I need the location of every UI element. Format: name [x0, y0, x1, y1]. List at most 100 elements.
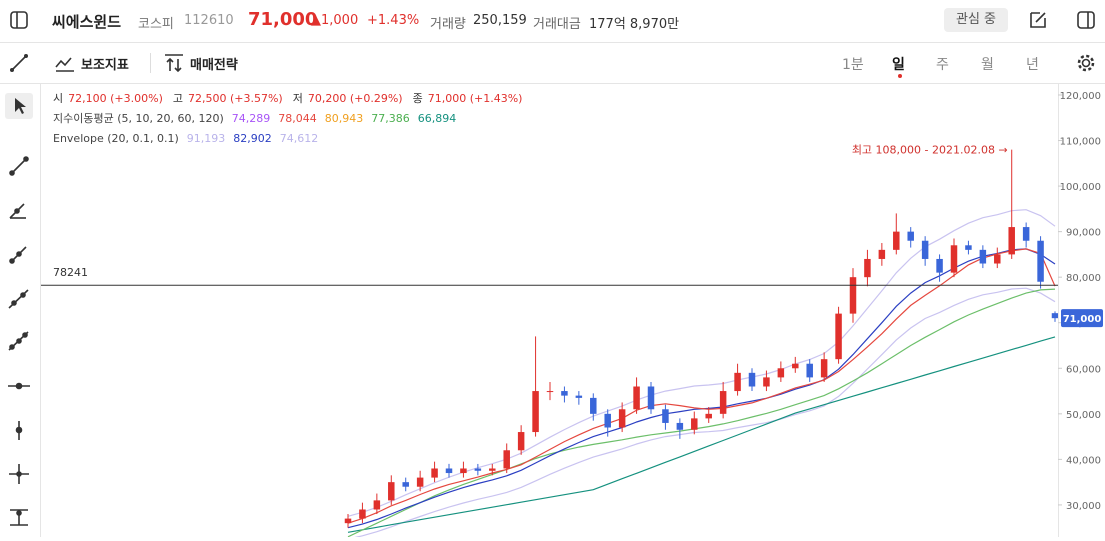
ohlc-label: 종 — [413, 92, 423, 105]
candle-body — [777, 368, 785, 378]
candle-body — [618, 409, 626, 428]
reference-label: 78241 — [53, 266, 88, 279]
tool-icons — [5, 93, 33, 526]
candle-body — [950, 245, 958, 273]
header: 씨에스윈드 코스피 112610 71,000 ▲1,000 +1.43% 거래… — [0, 0, 1105, 43]
candle-body — [561, 391, 568, 396]
candle-body — [994, 254, 1001, 264]
candle-body — [792, 363, 799, 369]
panel-toggle[interactable] — [1076, 10, 1096, 30]
indicator-line — [347, 288, 1056, 537]
legend-value: 78,044 — [278, 112, 317, 125]
indicator-icon[interactable] — [54, 53, 76, 73]
strategy-button[interactable]: 매매전략 — [190, 58, 238, 73]
ohlc-value: 72,500 (+3.57%) — [188, 92, 283, 105]
period-button[interactable]: 년 — [1026, 57, 1039, 73]
y-tick-label: 80,000 — [1066, 273, 1101, 284]
current-price-label: 71,000 — [1063, 314, 1102, 325]
fib-tool[interactable] — [10, 509, 28, 526]
price: 71,000 — [248, 9, 318, 30]
ray-tool[interactable] — [9, 246, 27, 264]
candle-body — [503, 450, 510, 469]
legend-value: 77,386 — [371, 112, 410, 125]
settings-icon[interactable] — [1075, 52, 1097, 74]
stock-name: 씨에스윈드 — [52, 13, 122, 31]
watch-button[interactable]: 관심 중 — [944, 8, 1008, 32]
y-tick-label: 100,000 — [1060, 182, 1101, 193]
amount-label: 거래대금 — [533, 17, 581, 32]
candle-body — [921, 240, 929, 259]
vertical-line-tool[interactable] — [15, 421, 23, 440]
change-pct: +1.43% — [367, 13, 420, 28]
indicator-line — [347, 248, 1056, 529]
candle-body — [864, 258, 871, 278]
candle-body — [820, 359, 828, 378]
candle-body — [748, 372, 756, 387]
candle-body — [373, 500, 381, 510]
channel-tool[interactable] — [8, 331, 29, 351]
ohlc-label: 저 — [293, 92, 303, 105]
candle-body — [344, 518, 352, 524]
ohlc-value: 71,000 (+1.43%) — [428, 92, 523, 105]
y-tick-label: 110,000 — [1060, 137, 1101, 148]
period-button[interactable]: 월 — [981, 57, 994, 73]
drawing-tools — [0, 84, 41, 537]
cross-line-tool[interactable] — [9, 464, 29, 484]
y-tick-label: 60,000 — [1066, 364, 1101, 375]
period-button[interactable]: 주 — [936, 57, 949, 73]
candle-body — [907, 231, 914, 241]
candle-body — [359, 509, 366, 519]
volume: 250,159 — [473, 13, 527, 28]
candle-body — [849, 277, 857, 314]
indicator-line — [354, 287, 1056, 537]
candle-body — [431, 468, 438, 478]
candle-body — [893, 231, 900, 250]
sidebar-toggle[interactable] — [9, 10, 29, 30]
candle-body — [1037, 240, 1044, 282]
candle-body — [1051, 313, 1058, 319]
ohlc-label: 고 — [173, 92, 183, 105]
indicator-line — [347, 209, 1056, 517]
current-price-tag — [1061, 309, 1103, 328]
period-button[interactable]: 1분 — [842, 57, 864, 73]
market: 코스피 — [138, 17, 174, 32]
code: 112610 — [184, 13, 234, 28]
candle-body — [532, 391, 539, 433]
candle-body — [517, 432, 525, 451]
strategy-icon[interactable] — [163, 53, 185, 73]
chart: 시 72,100 (+3.00%) 고 72,500 (+3.57%) 저 70,200 … — [41, 84, 1103, 537]
y-tick-label: 90,000 — [1066, 228, 1101, 239]
candle-body — [546, 391, 554, 393]
y-tick-label: 120,000 — [1060, 91, 1101, 102]
line-tool[interactable] — [9, 156, 29, 176]
angle-tool[interactable] — [9, 203, 26, 219]
candle-body — [402, 482, 409, 487]
divider — [150, 53, 151, 73]
cursor-tool[interactable] — [15, 98, 26, 114]
period-button[interactable]: 일 — [892, 57, 905, 73]
legend-value: 82,902 — [233, 132, 272, 145]
y-tick-label: 40,000 — [1066, 455, 1101, 466]
ohlc-value: 72,100 (+3.00%) — [68, 92, 163, 105]
extended-line-tool[interactable] — [8, 289, 29, 309]
legend-title: Envelope (20, 0.1, 0.1) — [53, 132, 179, 145]
plot-area — [344, 149, 1058, 537]
active-dot — [898, 74, 902, 78]
volume-label: 거래량 — [430, 17, 466, 32]
high-annotation: 최고 108,000 - 2021.02.08 → — [852, 144, 1008, 157]
candle-body — [575, 395, 583, 398]
edit-icon[interactable] — [1028, 10, 1048, 30]
candle-body — [691, 418, 698, 430]
candle-body — [647, 386, 655, 410]
legend-value: 74,612 — [280, 132, 319, 145]
indicator-line — [347, 248, 1056, 524]
candle-body — [719, 391, 727, 414]
indicators-button[interactable]: 보조지표 — [81, 58, 129, 73]
candle-body — [460, 468, 467, 474]
ohlc-value: 70,200 (+0.29%) — [308, 92, 403, 105]
ohlc-label: 시 — [53, 92, 63, 105]
draw-icon[interactable] — [9, 53, 29, 73]
chart-toolbar: 보조지표 매매전략 1분 일 주 월 년 — [0, 43, 1105, 84]
horizontal-line-tool[interactable] — [8, 382, 30, 390]
